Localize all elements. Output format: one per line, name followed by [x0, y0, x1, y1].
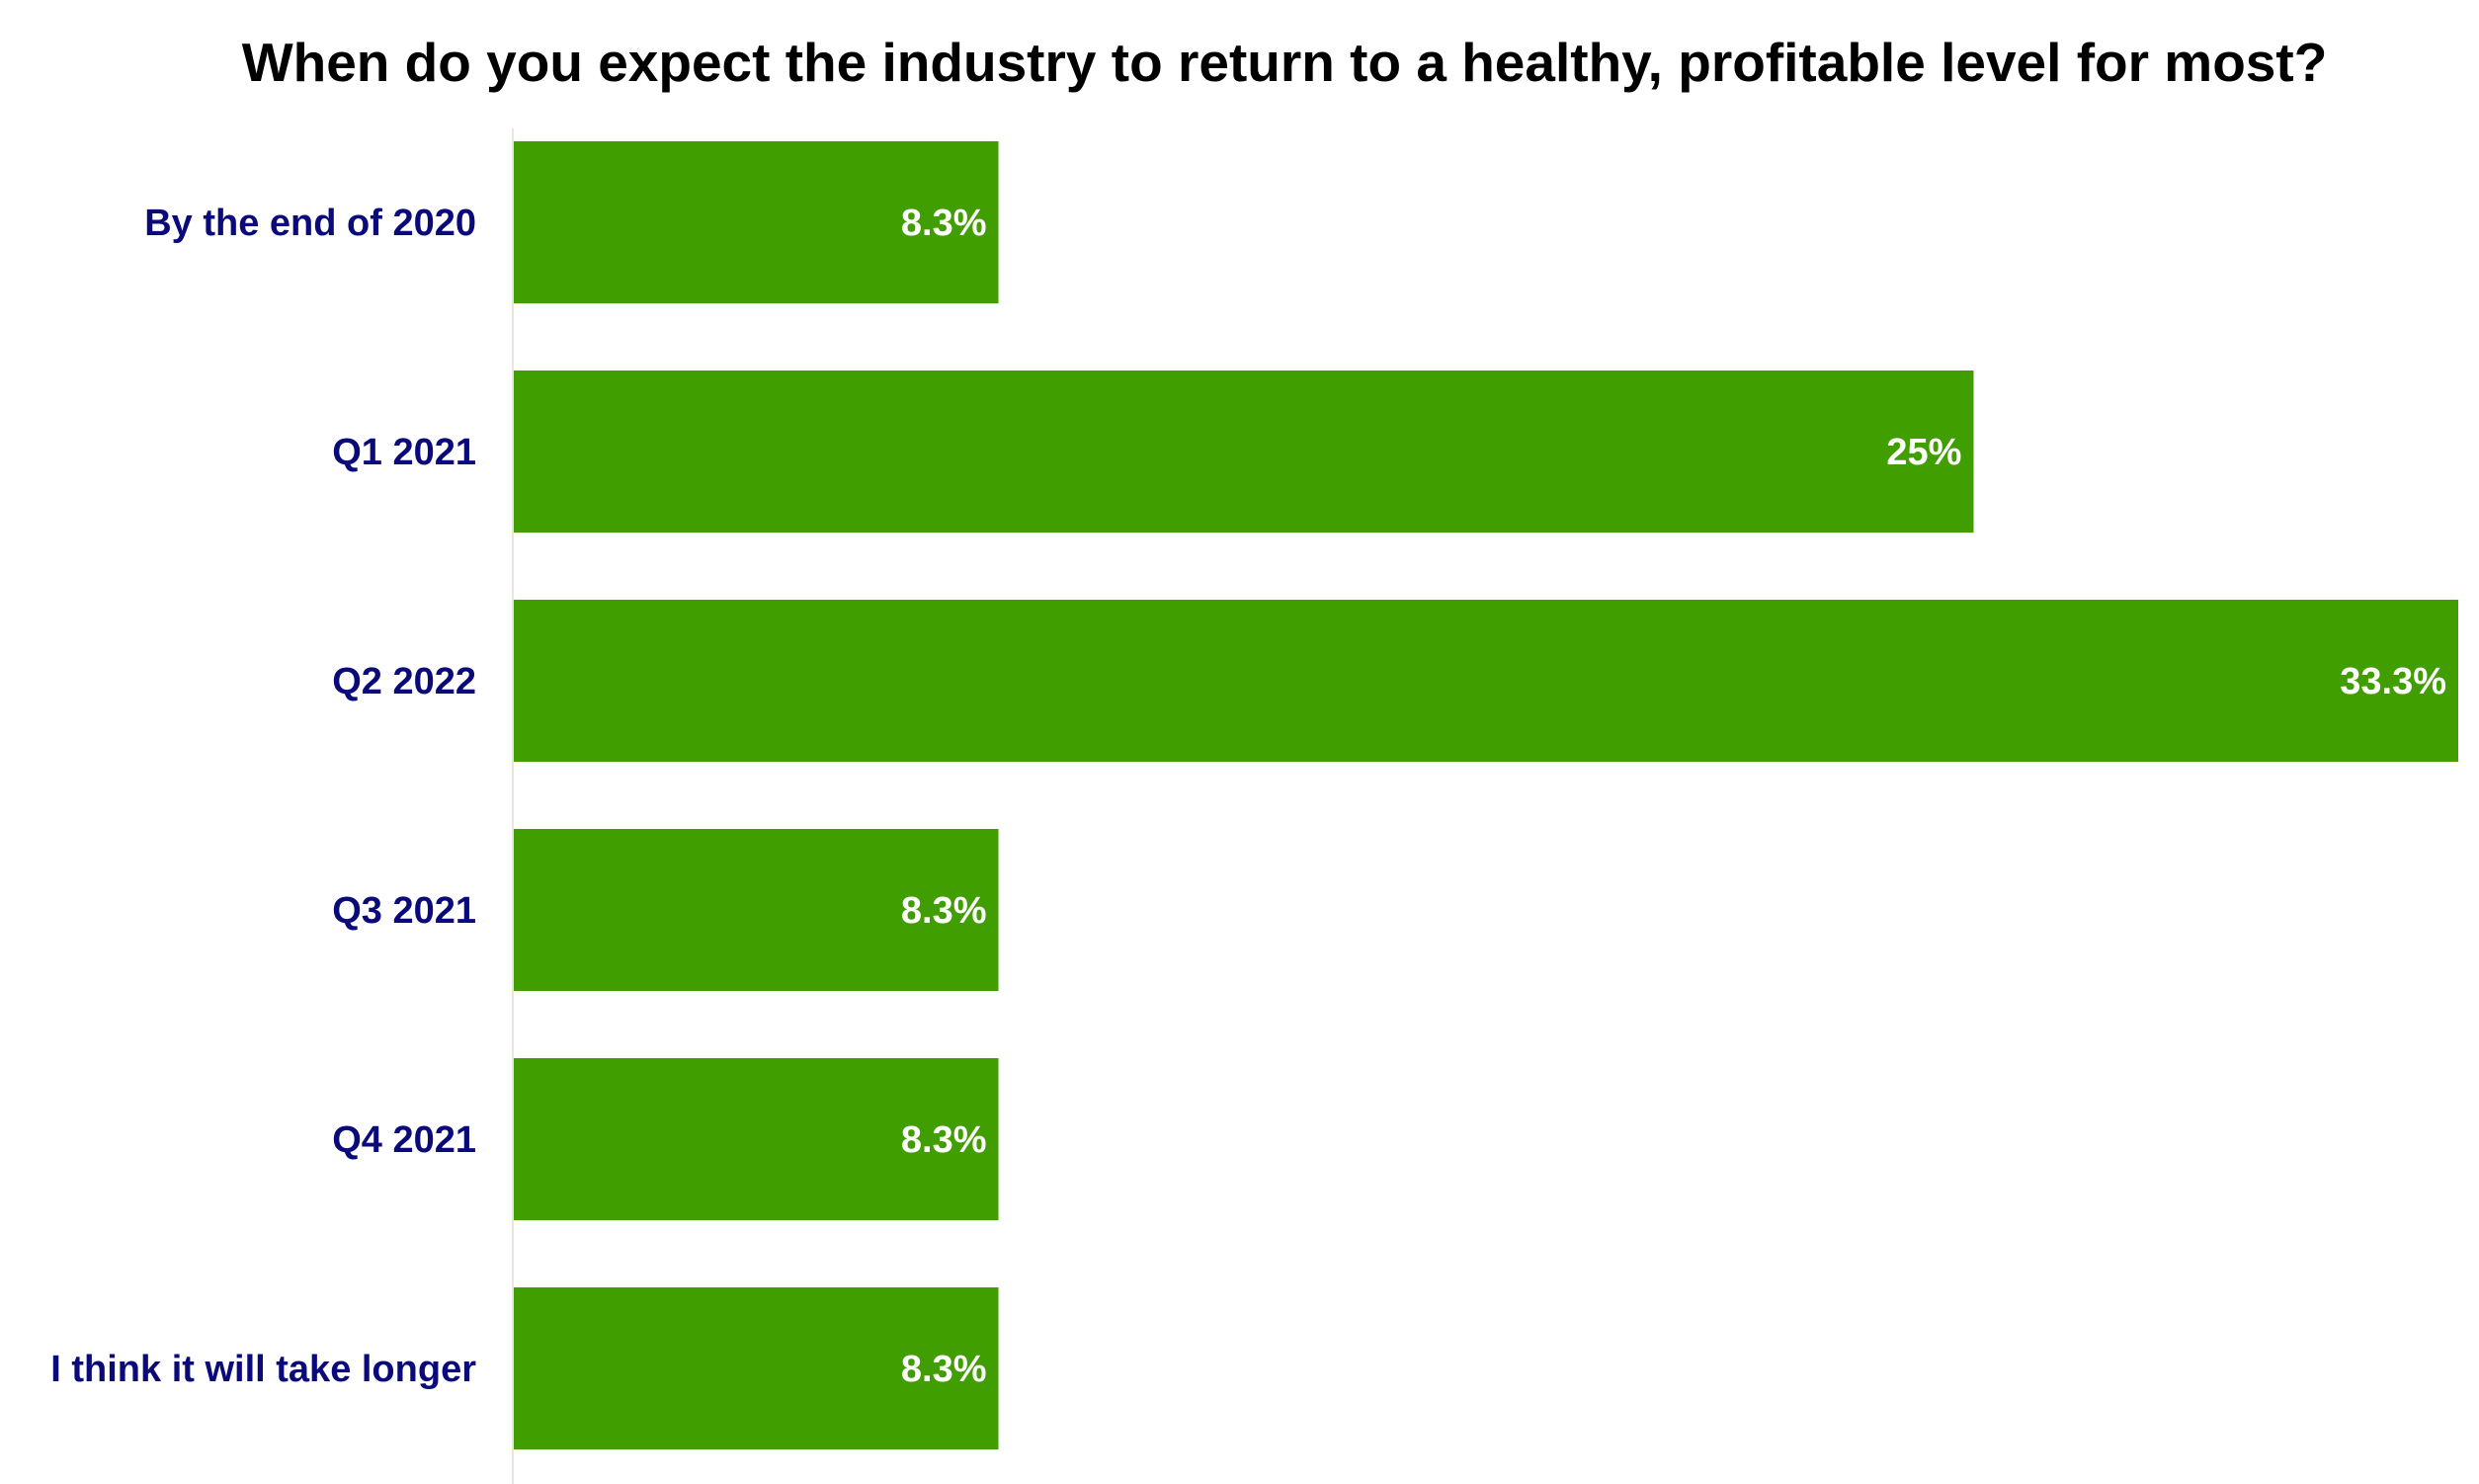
bar [514, 600, 2458, 762]
category-label: I think it will take longer [50, 1349, 476, 1390]
data-labels-group: 8.3% 25% 33.3% 8.3% 8.3% 8.3% [901, 203, 2446, 1390]
data-label: 8.3% [901, 203, 987, 244]
chart-title: When do you expect the industry to retur… [242, 32, 2328, 93]
category-label: Q3 2021 [332, 890, 476, 932]
bar [514, 829, 999, 991]
data-label: 25% [1886, 432, 1961, 473]
bar [514, 1058, 999, 1220]
category-labels-group: By the end of 2020 Q1 2021 Q2 2022 Q3 2021 Q… [50, 203, 476, 1390]
bars-group [514, 141, 2458, 1449]
bar [514, 1287, 999, 1449]
bar [514, 141, 999, 303]
data-label: 33.3% [2340, 661, 2446, 702]
category-label: Q4 2021 [332, 1119, 476, 1161]
data-label: 8.3% [901, 1119, 987, 1161]
bar [514, 371, 1974, 533]
category-label: By the end of 2020 [144, 203, 476, 244]
data-label: 8.3% [901, 1349, 987, 1390]
category-label: Q1 2021 [332, 432, 476, 473]
data-label: 8.3% [901, 890, 987, 932]
category-label: Q2 2022 [332, 661, 476, 702]
